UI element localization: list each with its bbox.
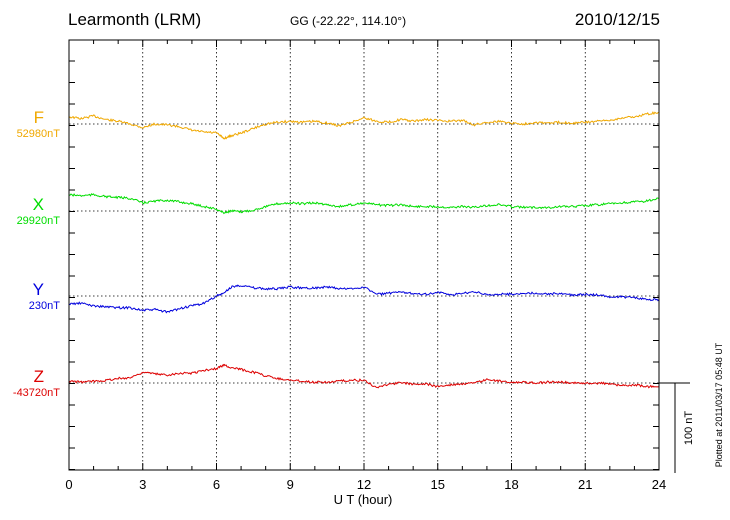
component-letter: F xyxy=(33,108,44,127)
series-line-z xyxy=(68,363,660,389)
component-baseline-value: 230nT xyxy=(28,300,60,312)
component-baseline-value: 52980nT xyxy=(16,128,60,140)
series-line-f xyxy=(68,111,660,140)
chart-date: 2010/12/15 xyxy=(574,10,660,29)
x-tick-label: 3 xyxy=(139,477,146,492)
component-letter: Z xyxy=(33,367,44,386)
x-tick-label: 24 xyxy=(652,477,666,492)
component-label-x: X 29920nT xyxy=(17,195,60,227)
x-tick-label: 12 xyxy=(357,477,371,492)
x-tick-label: 18 xyxy=(504,477,518,492)
x-axis-label: U T (hour) xyxy=(334,492,393,507)
station-title: Learmonth (LRM) xyxy=(68,10,202,29)
component-letter: X xyxy=(32,195,44,214)
scale-bar-label: 100 nT xyxy=(683,411,695,446)
component-letter: Y xyxy=(32,280,44,299)
plotted-note: Plotted at 2011/03/17 05:48 UT xyxy=(714,342,724,467)
x-tick-label: 21 xyxy=(578,477,592,492)
component-label-z: Z -43720nT xyxy=(13,367,60,399)
x-tick-label: 9 xyxy=(287,477,294,492)
series-line-y xyxy=(68,284,660,314)
x-tick-label: 6 xyxy=(213,477,220,492)
x-tick-label: 0 xyxy=(65,477,72,492)
axis-layer: 0 3 6 9 12 15 18 21 24 xyxy=(65,40,666,492)
station-coordinates: GG (-22.22°, 114.10°) xyxy=(290,14,407,28)
x-tick-label: 15 xyxy=(431,477,445,492)
component-baseline-value: -43720nT xyxy=(12,387,60,399)
series-line-x xyxy=(68,193,660,215)
component-label-y: Y 230nT xyxy=(29,280,60,312)
grid-layer xyxy=(69,40,659,470)
component-baseline-value: 29920nT xyxy=(16,215,60,227)
scale-bar: 100 nT xyxy=(659,382,695,473)
series-layer xyxy=(68,111,660,389)
component-label-f: F 52980nT xyxy=(17,108,60,140)
